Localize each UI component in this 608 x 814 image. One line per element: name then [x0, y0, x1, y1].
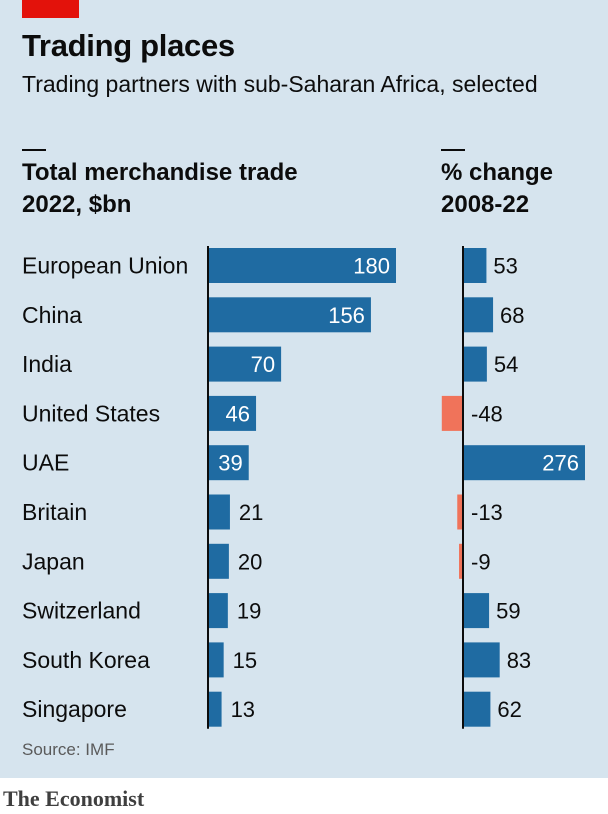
trade-value-label-singapore: 13 [231, 697, 255, 722]
trade-bar-india [208, 346, 282, 382]
change-value-label-singapore: 62 [497, 697, 521, 722]
category-label-united-states: United States [22, 400, 160, 426]
category-label-european-union: European Union [22, 253, 188, 279]
trade-bar-uae [208, 445, 249, 481]
trade-bar-britain [208, 494, 230, 530]
trade-value-label-japan: 20 [238, 549, 262, 574]
left-column-rule [22, 149, 46, 151]
trade-bar-south-korea [208, 642, 224, 678]
change-bar-india [463, 346, 487, 382]
chart-title: Trading places [22, 28, 235, 63]
trade-bar-singapore [208, 691, 222, 727]
trade-value-label-china: 156 [328, 303, 365, 328]
category-label-singapore: Singapore [22, 696, 127, 722]
change-bar-south-korea [463, 642, 500, 678]
change-value-label-switzerland: 59 [496, 599, 520, 624]
chart-panel: Trading places Trading partners with sub… [0, 0, 608, 778]
category-label-uae: UAE [22, 450, 69, 476]
trade-value-label-india: 70 [251, 352, 275, 377]
change-value-label-india: 54 [494, 352, 518, 377]
publisher-logo: The Economist [3, 786, 145, 811]
trade-value-label-united-states: 46 [226, 401, 250, 426]
trade-bar-switzerland [208, 593, 228, 629]
trade-value-label-britain: 21 [239, 500, 263, 525]
category-label-britain: Britain [22, 499, 87, 525]
brand-red-tab [22, 0, 79, 18]
trade-bar-european-union [208, 248, 396, 283]
trade-value-label-south-korea: 15 [233, 648, 257, 673]
trade-bar-japan [208, 543, 229, 579]
change-value-label-china: 68 [500, 303, 524, 328]
trade-value-label-switzerland: 19 [237, 599, 261, 624]
change-value-label-uae: 276 [542, 451, 579, 476]
right-column-header: % change 2008-22 [441, 157, 553, 221]
left-column-header-line2: 2022, $bn [22, 191, 132, 218]
change-value-label-european-union: 53 [493, 254, 517, 279]
bar-charts: European Union 180 53 China 156 68 India 70 54 Un… [22, 246, 585, 729]
right-column-header-line2: 2008-22 [441, 191, 530, 218]
category-label-china: China [22, 302, 82, 328]
trade-value-label-uae: 39 [218, 451, 242, 476]
trade-bar-china [208, 297, 371, 333]
change-bar-united-states [441, 395, 463, 431]
category-label-south-korea: South Korea [22, 647, 150, 673]
change-bar-britain [457, 494, 463, 530]
change-bar-japan [459, 543, 463, 579]
category-label-india: India [22, 351, 72, 377]
chart-subtitle: Trading partners with sub-Saharan Africa… [22, 71, 538, 97]
trade-value-label-european-union: 180 [353, 254, 390, 279]
change-value-label-britain: -13 [471, 500, 503, 525]
category-label-switzerland: Switzerland [22, 598, 141, 624]
change-bar-uae [463, 445, 585, 481]
trade-bar-united-states [208, 395, 257, 431]
change-value-label-south-korea: 83 [507, 648, 531, 673]
left-column-header: Total merchandise trade 2022, $bn [22, 157, 298, 221]
change-value-label-united-states: -48 [471, 401, 503, 426]
left-column-header-line1: Total merchandise trade [22, 159, 298, 186]
change-bar-switzerland [463, 593, 490, 629]
right-column-header-line1: % change [441, 159, 554, 186]
category-label-japan: Japan [22, 548, 85, 574]
change-bar-european-union [463, 248, 487, 283]
right-column-rule [441, 149, 465, 151]
change-bar-china [463, 297, 494, 333]
source-note: Source: IMF [22, 740, 115, 759]
change-bar-singapore [463, 691, 491, 727]
change-value-label-japan: -9 [471, 549, 491, 574]
